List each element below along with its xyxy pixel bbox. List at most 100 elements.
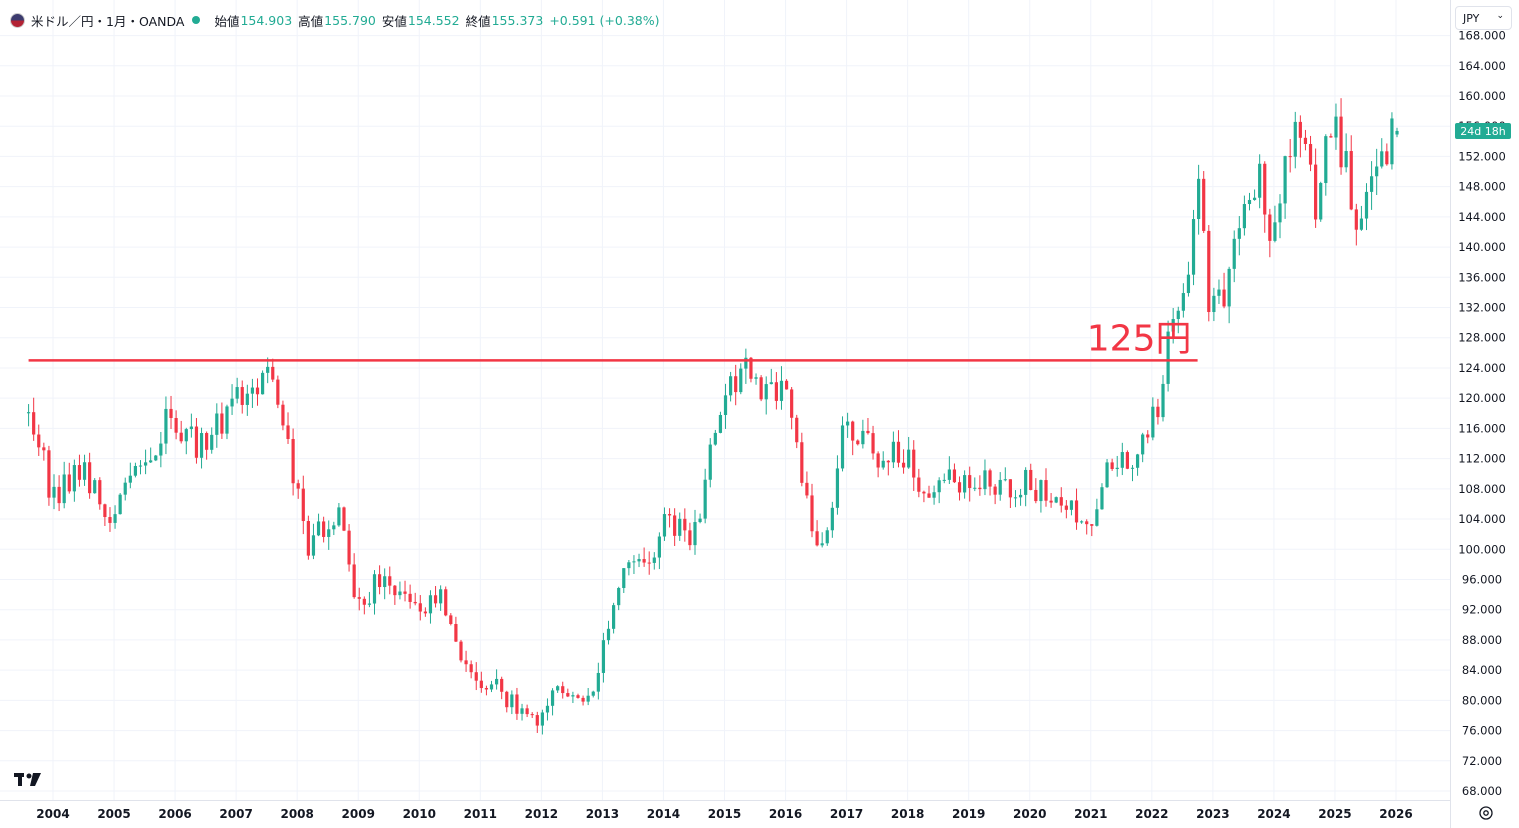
candle-body — [205, 433, 209, 450]
y-tick-label: 100.000 — [1458, 542, 1506, 556]
x-tick-label: 2011 — [464, 807, 497, 821]
y-tick-label: 160.000 — [1458, 89, 1506, 103]
candle-body — [1349, 151, 1353, 210]
candle-body — [612, 605, 616, 629]
candle-body — [983, 470, 987, 490]
candle-body — [1207, 230, 1211, 313]
x-tick-label: 2019 — [952, 807, 985, 821]
y-tick-label: 88.000 — [1462, 633, 1502, 647]
x-tick-label: 2018 — [891, 807, 924, 821]
candle-body — [576, 695, 580, 698]
candle-body — [601, 640, 606, 673]
candle-body — [1151, 406, 1155, 438]
candle-body — [932, 492, 936, 498]
tradingview-logo-icon[interactable] — [14, 770, 44, 792]
candle-body — [652, 557, 656, 563]
candle-body — [1354, 209, 1358, 230]
candle-body — [749, 357, 753, 379]
candle-body — [764, 384, 768, 400]
candle-body — [1197, 178, 1201, 220]
candle-body — [606, 628, 611, 641]
candle-body — [210, 434, 214, 450]
candle-body — [683, 518, 687, 531]
candle-body — [322, 521, 326, 537]
candle-body — [189, 426, 193, 430]
candle-body — [784, 380, 789, 390]
candle-body — [1375, 166, 1379, 177]
annotation-label[interactable]: 125円 — [1087, 318, 1192, 359]
change-value: +0.591 (+0.38%) — [549, 12, 660, 28]
candle-body — [1100, 487, 1104, 510]
us-flag-icon[interactable] — [10, 12, 25, 28]
candle-body — [133, 465, 138, 476]
candle-body — [1029, 469, 1033, 490]
candle-body — [1110, 462, 1114, 469]
symbol-title[interactable]: 米ドル／円・1月・OANDA — [31, 13, 185, 29]
candle-body — [978, 487, 982, 490]
candle-body — [199, 433, 204, 458]
candle-body — [973, 487, 977, 489]
candle-body — [1059, 497, 1063, 506]
candle-body — [98, 480, 102, 505]
candle-body — [423, 611, 427, 614]
candle-body — [449, 615, 453, 625]
candle-body — [693, 522, 697, 546]
candle-body — [184, 429, 188, 442]
y-tick-label: 68.000 — [1462, 784, 1502, 798]
candle-body — [316, 521, 321, 536]
candle-body — [1268, 214, 1272, 241]
y-tick-label: 124.000 — [1458, 361, 1506, 375]
candle-body — [1130, 467, 1135, 469]
price-axis[interactable]: 68.000 72.000 76.000 80.000 84.000 88.000 92.0… — [1458, 29, 1506, 798]
candle-body — [291, 438, 295, 484]
candle-body — [1298, 121, 1302, 138]
y-tick-label: 168.000 — [1458, 29, 1506, 43]
candle-body — [1217, 289, 1221, 296]
candle-body — [942, 479, 946, 481]
candle-body — [1339, 116, 1343, 168]
candle-body — [433, 595, 438, 604]
candle-body — [1278, 203, 1282, 223]
candle-body — [230, 398, 234, 407]
candle-body — [1074, 500, 1079, 523]
x-tick-label: 2014 — [647, 807, 680, 821]
candle-body — [220, 413, 224, 434]
candle-body — [800, 442, 804, 483]
y-tick-label: 144.000 — [1458, 210, 1506, 224]
time-axis[interactable]: 2004 2005 2006 2007 2008 2009 2010 2011 2012 2013… — [36, 807, 1412, 821]
market-status-icon[interactable] — [192, 16, 201, 24]
y-tick-label: 164.000 — [1458, 59, 1506, 73]
currency-dropdown[interactable]: JPY ⌄ — [1455, 6, 1512, 30]
candle-body — [255, 387, 260, 395]
x-tick-label: 2016 — [769, 807, 802, 821]
candle-body — [1135, 454, 1140, 468]
candle-body — [667, 514, 672, 516]
candle-body — [245, 393, 249, 405]
x-tick-label: 2008 — [280, 807, 313, 821]
candle-body — [377, 574, 382, 588]
candle-body — [632, 561, 636, 563]
x-tick-label: 2012 — [525, 807, 558, 821]
y-tick-label: 84.000 — [1462, 663, 1502, 677]
candle-body — [352, 564, 356, 598]
candle-body — [1303, 137, 1308, 145]
symbol-legend: 米ドル／円・1月・OANDA 始値 154.903 高値 155.790 安値 154… — [10, 10, 659, 30]
candle-body — [93, 480, 97, 494]
candle-body — [927, 493, 931, 498]
candle-body — [367, 603, 372, 605]
low-label: 安値 — [381, 13, 407, 29]
candle-body — [113, 514, 117, 523]
candle-body — [586, 695, 590, 702]
settings-gear-icon[interactable] — [1478, 805, 1494, 825]
candle-body — [1115, 467, 1119, 469]
candle-body — [1054, 497, 1058, 503]
candle-body — [759, 377, 763, 400]
candle-body — [673, 515, 677, 536]
candle-body — [596, 672, 600, 692]
candle-body — [1064, 505, 1068, 510]
candle-body — [1359, 218, 1364, 230]
candle-body — [271, 366, 275, 380]
x-tick-label: 2023 — [1196, 807, 1229, 821]
low-value: 154.552 — [407, 12, 460, 28]
